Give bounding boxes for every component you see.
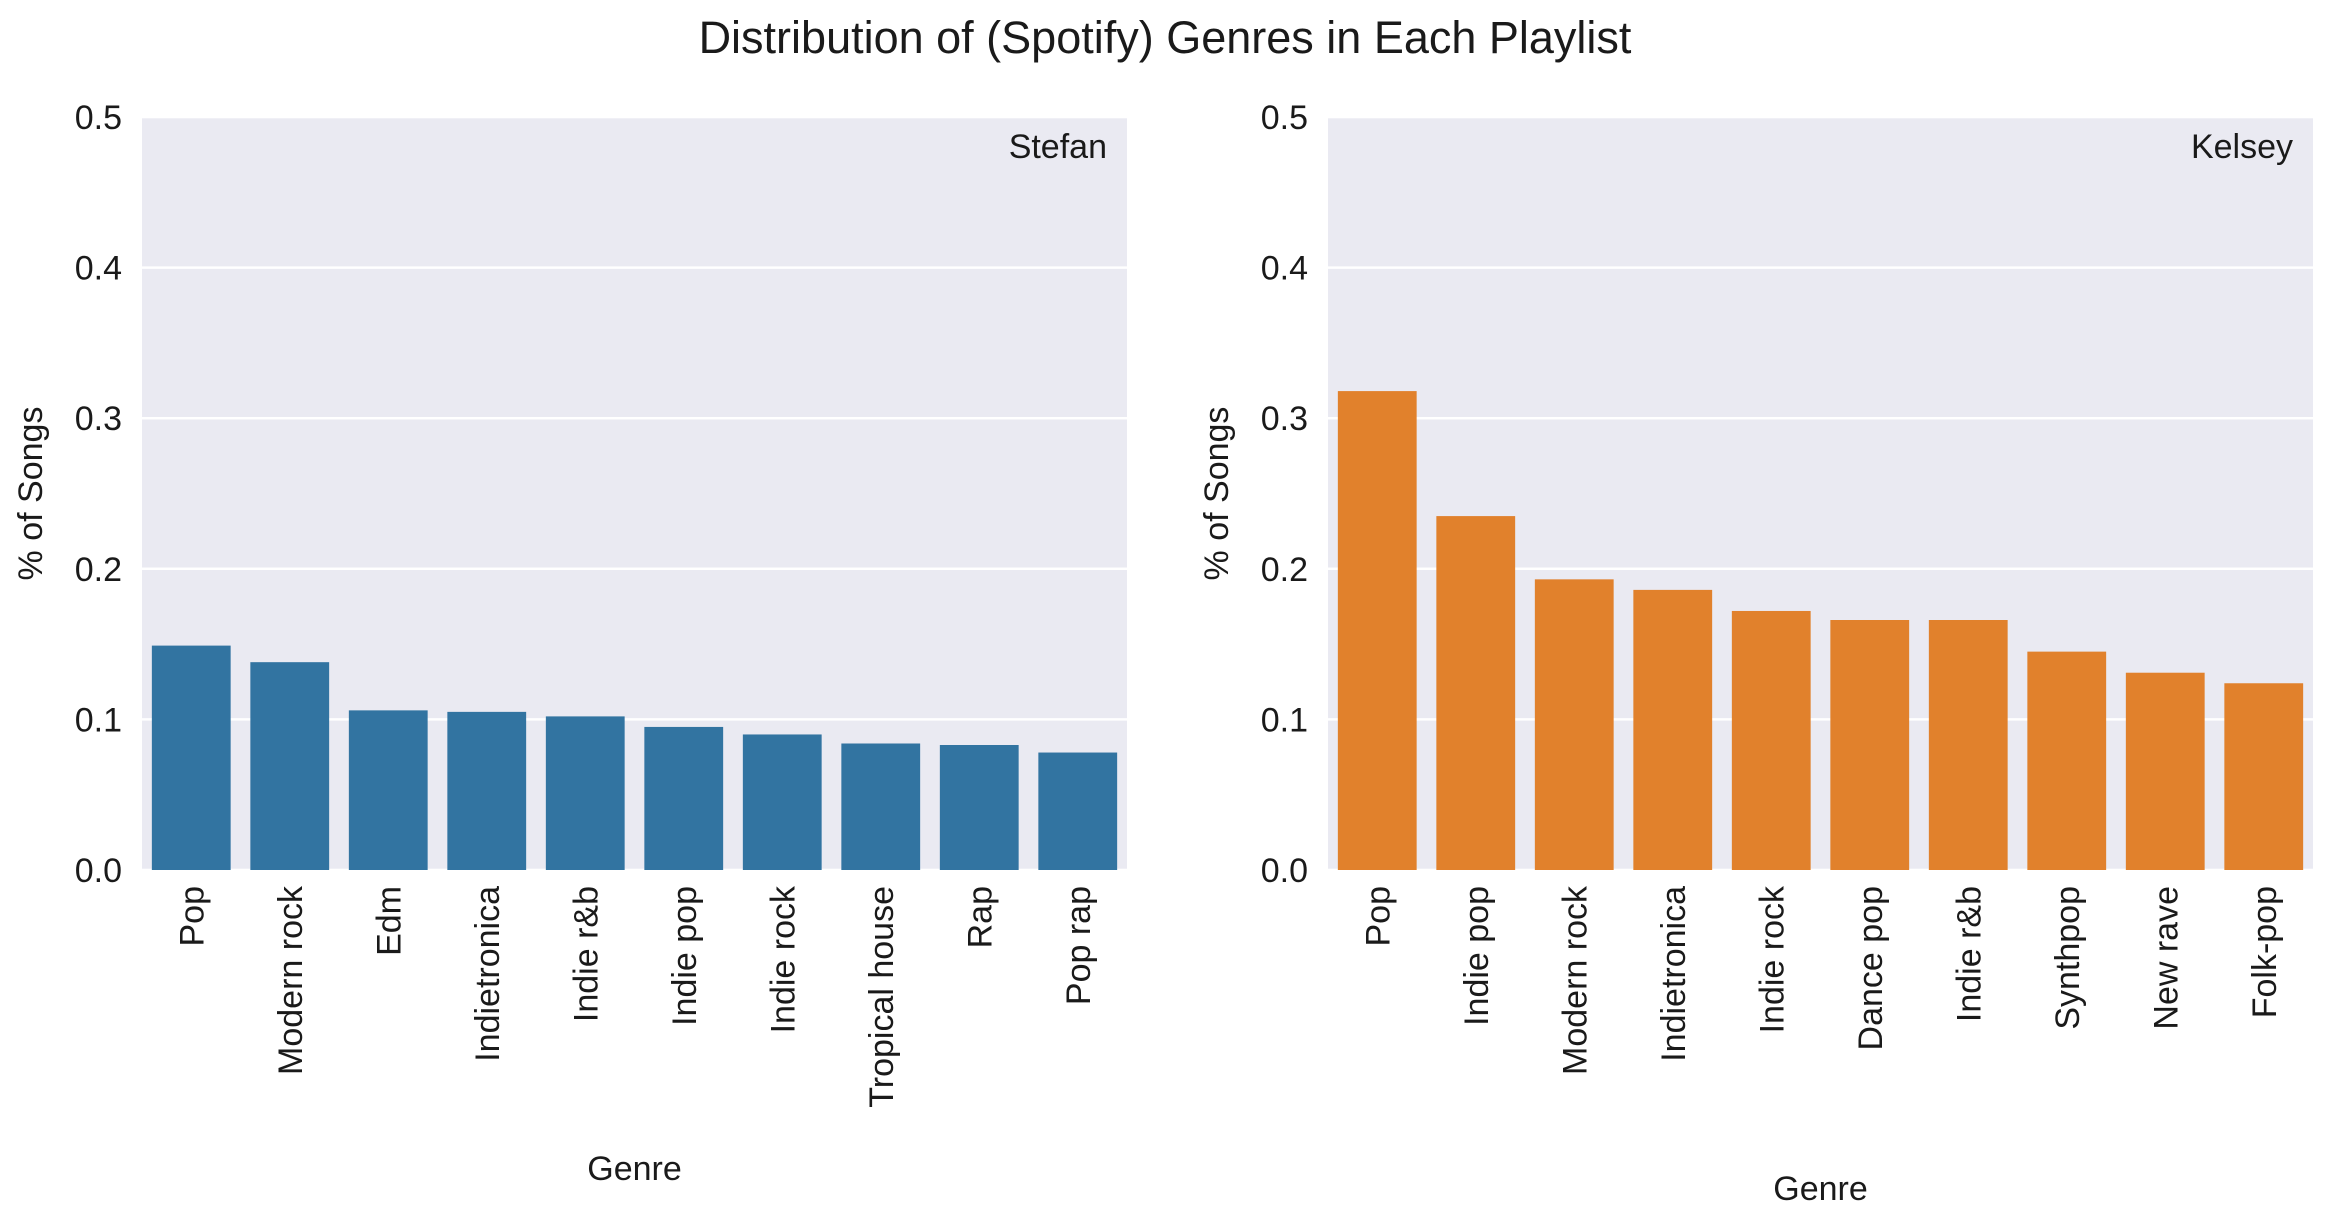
x-axis-label: Genre bbox=[587, 1150, 682, 1188]
y-tick-label: 0.3 bbox=[75, 400, 122, 438]
y-tick-label: 0.2 bbox=[1261, 551, 1308, 589]
x-tick-label: Dance pop bbox=[1852, 886, 1890, 1050]
x-tick-label: Indietronica bbox=[469, 886, 507, 1062]
x-tick-label: Edm bbox=[370, 886, 408, 956]
bar bbox=[1534, 579, 1614, 870]
bar bbox=[447, 711, 527, 870]
bar bbox=[545, 716, 625, 870]
y-tick-label: 0.2 bbox=[75, 551, 122, 589]
y-axis-label: % of Songs bbox=[1198, 407, 1236, 581]
bar bbox=[151, 645, 231, 870]
y-tick-label: 0.0 bbox=[75, 852, 122, 890]
bar bbox=[348, 710, 428, 870]
y-tick-label: 0.1 bbox=[75, 701, 122, 739]
y-axis-label: % of Songs bbox=[12, 407, 50, 581]
bar bbox=[1928, 620, 2008, 870]
bar bbox=[1633, 589, 1713, 870]
bar bbox=[841, 743, 921, 870]
x-tick-label: Indie rock bbox=[764, 885, 802, 1033]
x-tick-label: Pop rap bbox=[1060, 886, 1098, 1005]
bar bbox=[1038, 752, 1118, 870]
bar bbox=[644, 726, 724, 870]
bar bbox=[1731, 610, 1811, 870]
x-tick-label: Tropical house bbox=[863, 886, 901, 1108]
x-tick-label: Pop bbox=[1359, 886, 1397, 947]
x-tick-label: Indietronica bbox=[1655, 886, 1693, 1062]
bar bbox=[1436, 516, 1516, 870]
x-tick-label: Indie r&b bbox=[567, 886, 605, 1022]
x-tick-label: Indie pop bbox=[666, 886, 704, 1026]
x-tick-label: Synthpop bbox=[2049, 886, 2087, 1030]
bar bbox=[250, 662, 330, 870]
bar bbox=[2224, 683, 2304, 870]
x-tick-label: New rave bbox=[2147, 886, 2185, 1030]
bar bbox=[939, 745, 1019, 870]
x-tick-label: Rap bbox=[961, 886, 999, 948]
panel-label: Stefan bbox=[1009, 128, 1107, 166]
chart-panel-stefan: 0.0 0.1 0.2 0.3 0.4 0.5 Pop Modern rock Edm Indie… bbox=[12, 99, 1127, 1188]
y-tick-label: 0.3 bbox=[1261, 400, 1308, 438]
y-tick-label: 0.5 bbox=[1261, 99, 1308, 137]
x-tick-label: Modern rock bbox=[272, 885, 310, 1075]
y-tick-label: 0.4 bbox=[75, 250, 122, 288]
x-axis-label: Genre bbox=[1773, 1170, 1868, 1208]
x-tick-label: Indie pop bbox=[1458, 886, 1496, 1026]
x-tick-label: Folk-pop bbox=[2246, 886, 2284, 1018]
y-tick-label: 0.1 bbox=[1261, 701, 1308, 739]
x-tick-label: Modern rock bbox=[1556, 885, 1594, 1075]
bar bbox=[1830, 620, 1910, 870]
bar bbox=[2125, 672, 2205, 870]
chart-panel-kelsey: 0.0 0.1 0.2 0.3 0.4 0.5 Pop Indie pop Modern roc… bbox=[1198, 99, 2313, 1208]
bar bbox=[2027, 651, 2107, 870]
x-tick-label: Indie rock bbox=[1753, 885, 1791, 1033]
y-tick-label: 0.5 bbox=[75, 99, 122, 137]
bar bbox=[742, 734, 822, 870]
y-tick-label: 0.0 bbox=[1261, 852, 1308, 890]
y-tick-label: 0.4 bbox=[1261, 250, 1308, 288]
figure-title: Distribution of (Spotify) Genres in Each… bbox=[699, 12, 1632, 63]
panel-label: Kelsey bbox=[2191, 128, 2293, 166]
x-tick-label: Indie r&b bbox=[1950, 886, 1988, 1022]
bar bbox=[1337, 391, 1417, 870]
x-tick-label: Pop bbox=[173, 886, 211, 947]
